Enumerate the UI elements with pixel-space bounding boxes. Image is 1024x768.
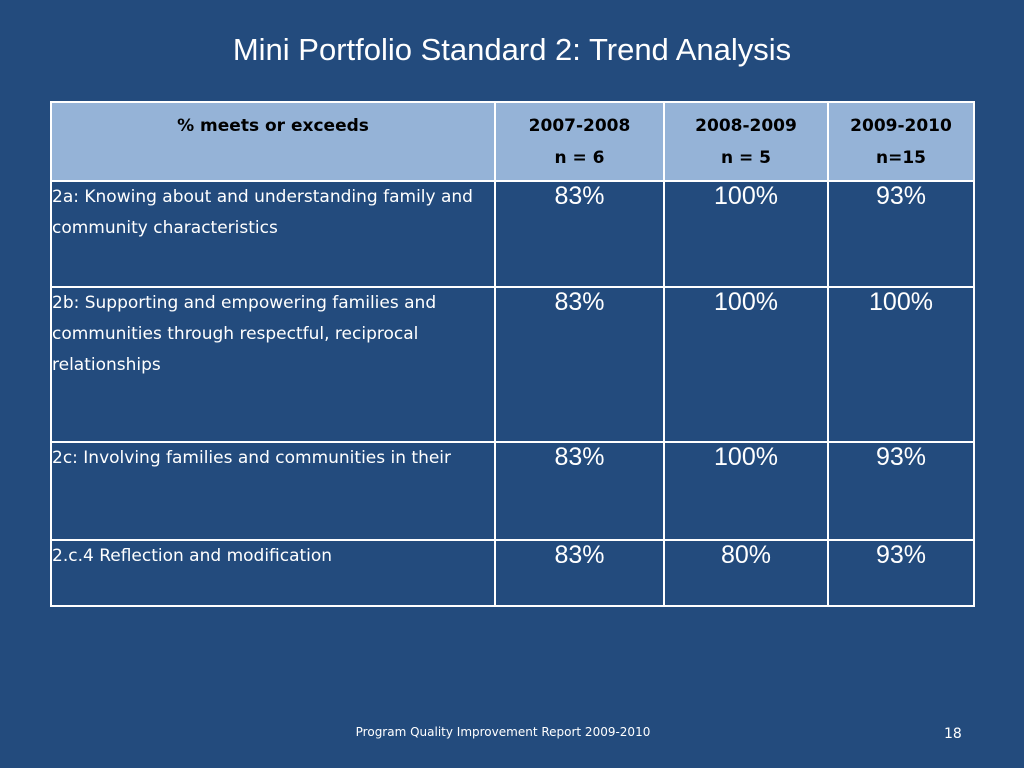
table-row: 2c: Involving families and communities i… [50,441,975,541]
table-header-row: % meets or exceeds 2007-2008 n = 6 2008-… [50,101,975,182]
row-label: 2b: Supporting and empowering families a… [50,286,496,443]
header-cell-criteria: % meets or exceeds [50,101,496,182]
value-cell: 93% [827,180,975,288]
page-number: 18 [944,726,962,742]
header-year: 2009-2010 [850,116,952,136]
table-row: 2.c.4 Reflection and modification 83% 80… [50,539,975,607]
value-cell: 83% [494,539,665,607]
value-cell: 83% [494,180,665,288]
value-cell: 83% [494,286,665,443]
value-cell: 100% [663,180,829,288]
header-sample-size: n = 5 [720,148,771,168]
row-label: 2.c.4 Reflection and modification [50,539,496,607]
value-cell: 83% [494,441,665,541]
header-sample-size: n=15 [875,148,926,168]
table-row: 2b: Supporting and empowering families a… [50,286,975,443]
header-label: % meets or exceeds [177,116,369,136]
slide-title: Mini Portfolio Standard 2: Trend Analysi… [232,32,792,67]
slide-footer: Program Quality Improvement Report 2009-… [355,725,651,739]
trend-analysis-table: % meets or exceeds 2007-2008 n = 6 2008-… [50,101,975,607]
header-year: 2008-2009 [695,116,797,136]
header-cell-2008-2009: 2008-2009 n = 5 [663,101,829,182]
value-cell: 80% [663,539,829,607]
value-cell: 93% [827,441,975,541]
row-label: 2a: Knowing about and understanding fami… [50,180,496,288]
header-sample-size: n = 6 [554,148,605,168]
table-row: 2a: Knowing about and understanding fami… [50,180,975,288]
value-cell: 100% [663,441,829,541]
value-cell: 93% [827,539,975,607]
header-cell-2009-2010: 2009-2010 n=15 [827,101,975,182]
header-cell-2007-2008: 2007-2008 n = 6 [494,101,665,182]
header-year: 2007-2008 [528,116,631,136]
row-label: 2c: Involving families and communities i… [50,441,496,541]
value-cell: 100% [827,286,975,443]
value-cell: 100% [663,286,829,443]
